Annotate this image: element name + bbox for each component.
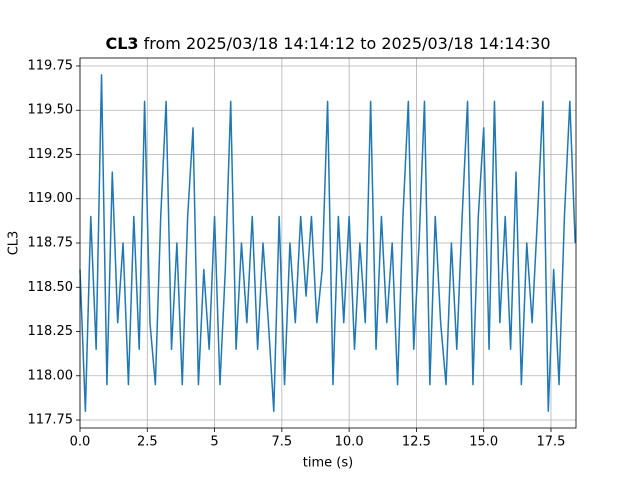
x-tick-label: 10.0: [335, 435, 364, 450]
x-tick-label: 5: [210, 435, 218, 450]
y-axis-label: CL3: [7, 231, 22, 256]
chart-title: CL3 from 2025/03/18 14:14:12 to 2025/03/…: [105, 34, 550, 53]
x-axis-label: time (s): [303, 456, 353, 471]
x-tick-label: 17.5: [536, 435, 565, 450]
plot-layer: [79, 74, 576, 412]
x-tick-label: 2.5: [137, 435, 158, 450]
y-tick-label: 118.25: [28, 324, 74, 339]
grid-layer: [79, 58, 576, 428]
y-tick-label: 119.00: [28, 191, 74, 206]
y-tick-label: 118.50: [28, 280, 74, 295]
y-tick-label: 118.75: [28, 236, 74, 251]
y-tick-label: 117.75: [28, 413, 74, 428]
y-tick-label: 119.50: [28, 103, 74, 118]
x-tick-label: 7.5: [272, 435, 293, 450]
x-tick-label: 0.0: [70, 435, 91, 450]
y-tick-label: 118.00: [28, 368, 74, 383]
tick-layer: 0.0 2.5 5 7.5 10.0 12.5 15.0 17.5 117.75 118.00 11…: [28, 58, 566, 449]
title-range: from 2025/03/18 14:14:12 to 2025/03/18 1…: [144, 34, 551, 53]
y-tick-label: 119.25: [28, 147, 74, 162]
data-line: [79, 74, 576, 412]
x-tick-label: 15.0: [469, 435, 498, 450]
title-variable: CL3: [105, 34, 138, 53]
y-tick-label: 119.75: [28, 58, 74, 73]
x-tick-label: 12.5: [402, 435, 431, 450]
